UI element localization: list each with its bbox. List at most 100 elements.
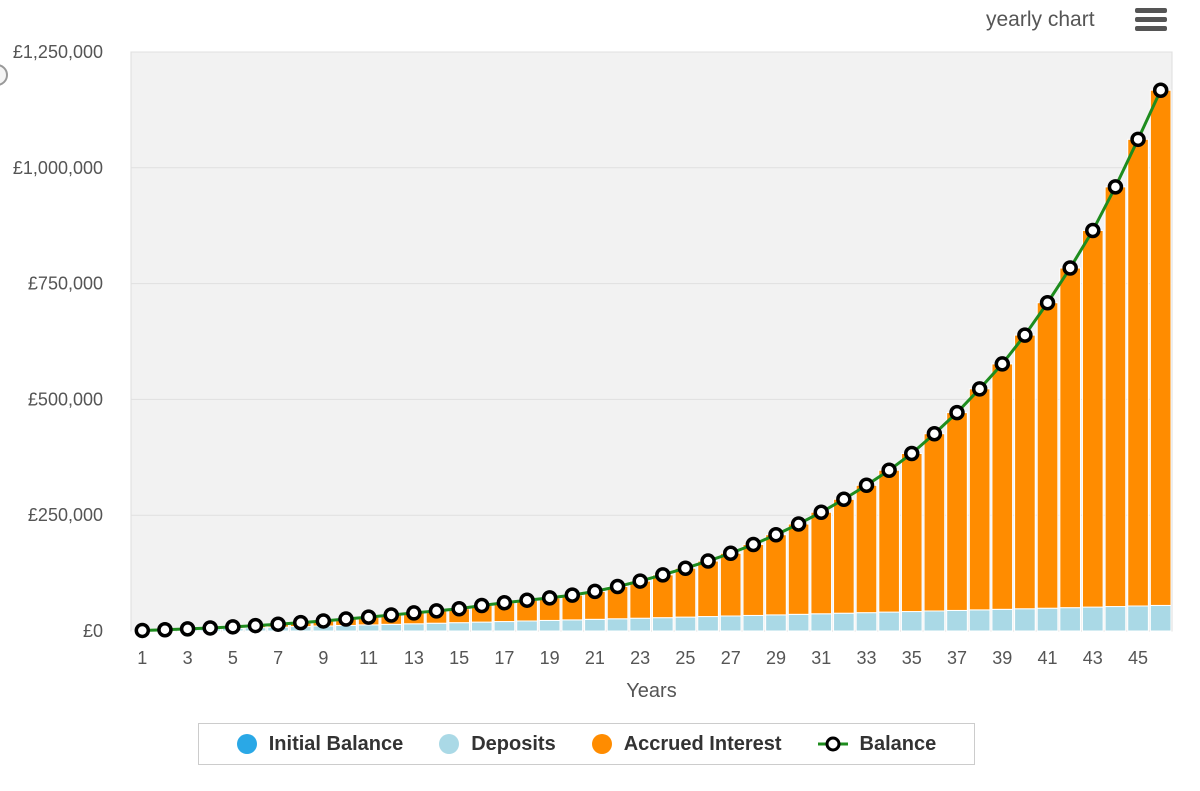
balance-point: [745, 536, 762, 553]
legend-label: Accrued Interest: [623, 732, 782, 755]
initial-balance-swatch-icon: [236, 734, 257, 754]
balance-point: [722, 545, 739, 562]
menu-bar: [1135, 8, 1167, 13]
deposits-bar: [742, 614, 765, 632]
balance-point: [655, 567, 671, 583]
legend-item-balance[interactable]: Balance: [817, 732, 937, 756]
balance-line: [142, 89, 1163, 632]
balance-point: [157, 621, 173, 638]
legend-item-accrued-interest[interactable]: Accrued Interest: [591, 732, 782, 756]
deposits-bar: [765, 614, 787, 632]
balance-point: [1130, 131, 1146, 148]
balance-point: [609, 578, 626, 595]
balance-line-series: [134, 82, 1169, 639]
balance-point: [1152, 82, 1169, 98]
legend-item-initial-balance[interactable]: Initial Balance: [236, 733, 403, 756]
deposits-bar: [833, 612, 855, 632]
balance-point: [270, 616, 286, 632]
deposits-bar: [448, 622, 470, 632]
menu-bar: [1135, 17, 1167, 22]
legend-label: Deposits: [471, 732, 556, 755]
balance-point: [202, 620, 218, 636]
x-tick-label: 33: [856, 648, 876, 668]
x-tick-label: 9: [318, 648, 328, 668]
balance-point: [700, 553, 716, 569]
deposits-bar: [561, 619, 584, 632]
deposits-bar: [470, 621, 493, 632]
balance-point: [496, 594, 513, 611]
deposits-bar: [1014, 608, 1036, 632]
balance-point: [292, 614, 309, 631]
balance-point: [587, 583, 603, 600]
balance-point: [451, 601, 467, 617]
accrued-interest-bar: [900, 453, 923, 613]
x-tick-label: 15: [449, 648, 469, 668]
balance-point: [904, 445, 920, 462]
accrued-interest-bar: [1127, 138, 1149, 607]
balance-point: [1107, 179, 1124, 195]
accrued-interest-bar: [742, 543, 765, 616]
deposits-bar: [606, 618, 629, 632]
deposits-bar: [380, 623, 403, 632]
accrued-interest-bar: [1036, 302, 1059, 609]
x-tick-label: 43: [1083, 648, 1103, 668]
x-tick-label: 23: [630, 648, 650, 668]
x-tick-label: 39: [992, 648, 1012, 668]
deposits-bar: [1127, 605, 1149, 632]
balance-point: [134, 622, 151, 639]
deposits-bar: [538, 619, 561, 632]
y-tick-label: £1,000,000: [13, 158, 103, 178]
chart-legend: Initial Balance Deposits Accrued Interes…: [198, 723, 975, 765]
balance-point: [632, 573, 648, 589]
deposits-bar: [697, 616, 719, 632]
balance-point: [474, 597, 490, 614]
deposits-bar: [652, 617, 674, 632]
accrued-interest-bar: [946, 412, 968, 611]
deposits-bar: [1104, 606, 1127, 632]
hamburger-menu-icon[interactable]: [1135, 8, 1167, 34]
accrued-interest-bar: [968, 388, 991, 611]
x-tick-label: 5: [228, 648, 238, 668]
accrued-interest-bar: [1081, 230, 1104, 608]
balance-point: [858, 477, 875, 494]
menu-bar: [1135, 26, 1167, 31]
deposits-bar: [1081, 606, 1104, 632]
deposits-bar: [719, 615, 742, 632]
x-tick-label: 29: [766, 648, 786, 668]
balance-point: [541, 590, 558, 606]
deposits-bar: [516, 620, 538, 632]
deposits-bar: [1036, 607, 1059, 632]
x-tick-label: 27: [721, 648, 741, 668]
x-tick-label: 13: [404, 648, 424, 668]
balance-point: [677, 560, 694, 576]
x-axis-ticks: 1 3 5 7 9 11 13 15 17 19 21 23 25 27 29 31 33 35 37 39 41 43 4…: [137, 648, 1148, 668]
accrued-interest-bar: [1059, 267, 1081, 609]
accrued-interest-bar: [855, 484, 878, 614]
x-tick-label: 45: [1128, 648, 1148, 668]
balance-point: [836, 491, 852, 508]
balance-point: [790, 516, 807, 532]
deposits-bar: [878, 611, 900, 632]
x-axis-title: Years: [626, 680, 676, 702]
deposits-bar: [1059, 607, 1081, 632]
balance-point: [1039, 294, 1056, 311]
accrued-interest-bar: [833, 498, 855, 614]
deposits-bar: [991, 608, 1014, 632]
deposits-bar: [425, 622, 448, 632]
balance-point: [519, 592, 535, 608]
balance-line-marker-icon: [817, 736, 848, 752]
x-tick-label: 41: [1038, 648, 1058, 668]
accrued-interest-bar: [1014, 334, 1036, 610]
y-tick-label: £500,000: [28, 389, 103, 409]
legend-label: Balance: [859, 732, 937, 755]
legend-item-deposits[interactable]: Deposits: [439, 732, 556, 756]
x-tick-label: 21: [585, 648, 605, 668]
deposits-bar: [787, 613, 810, 632]
accrued-interest-bar: [765, 534, 787, 616]
balance-point: [1017, 327, 1033, 343]
deposits-bar: [946, 609, 968, 632]
accrued-interest-bar: [991, 363, 1014, 610]
accrued-interest-bar: [719, 552, 742, 617]
balance-point: [406, 605, 422, 621]
deposits-bar: [493, 621, 516, 632]
